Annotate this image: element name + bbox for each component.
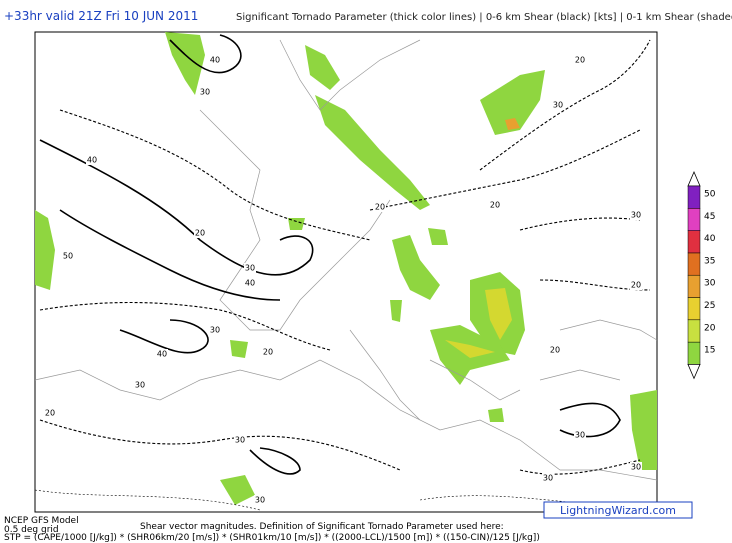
- label-bg: [542, 473, 554, 483]
- colorbar-segment: [687, 252, 701, 276]
- colorbar-segment: [687, 297, 701, 321]
- colorbar-segment: [687, 185, 701, 209]
- label-bg: [574, 430, 586, 440]
- colorbar-label: 15: [704, 346, 715, 356]
- label-bg: [574, 55, 586, 65]
- colorbar-label: 35: [704, 256, 715, 266]
- colorbar: 15 20 25 30 35 40 45 50: [687, 170, 716, 380]
- coastlines: [34, 39, 658, 481]
- contour-label: 30: [631, 463, 641, 472]
- watermark-box: [543, 501, 693, 519]
- contour-label: 20: [490, 201, 500, 210]
- colorbar-segment: [687, 230, 701, 254]
- contour-label: 30: [245, 264, 255, 273]
- label-bg: [134, 380, 146, 390]
- contour-label: 40: [210, 56, 220, 65]
- contour-label: 40: [157, 350, 167, 359]
- contour-label: 30: [575, 431, 585, 440]
- label-bg: [156, 349, 168, 359]
- label-bg: [199, 87, 211, 97]
- colorbar-segment: [687, 341, 701, 365]
- label-bg: [630, 280, 642, 290]
- colorbar-label: 30: [704, 279, 716, 289]
- label-bg: [209, 325, 221, 335]
- map: 40 30 40 50 20 30 40 30 40 30 20 20 30 30 20 20 30 20 30 20…: [34, 31, 658, 513]
- label-bg: [209, 55, 221, 65]
- shading: [35, 32, 657, 505]
- description: Significant Tornado Parameter (thick col…: [236, 12, 732, 23]
- model-name: NCEP GFS Model: [4, 516, 79, 526]
- contour-label: 30: [135, 381, 145, 390]
- contour-label: 30: [210, 326, 220, 335]
- colorbar-end: [687, 363, 701, 380]
- colorbar-segment: [687, 319, 701, 343]
- shear-contours: [34, 34, 651, 511]
- label-bg: [489, 200, 501, 210]
- formula: STP = (CAPE/1000 [J/kg]) * (SHR06km/20 […: [4, 533, 540, 543]
- colorbar-segment: [687, 208, 701, 231]
- contour-label: 30: [543, 474, 553, 483]
- label-bg: [244, 263, 256, 273]
- label-bg: [630, 462, 642, 472]
- contour-label: 20: [550, 346, 560, 355]
- colorbar-segment: [687, 274, 701, 298]
- contour-label: 40: [87, 156, 97, 165]
- label-bg: [374, 202, 386, 212]
- colorbar-label: 40: [704, 234, 716, 244]
- label-bg: [630, 210, 642, 220]
- label-bg: [44, 408, 56, 418]
- colorbar-label: 25: [704, 301, 715, 311]
- contour-label: 30: [200, 88, 210, 97]
- contour-label: 40: [245, 279, 255, 288]
- contour-label: 20: [375, 203, 385, 212]
- watermark: LightningWizard.com: [560, 504, 676, 517]
- contour-label: 20: [45, 409, 55, 418]
- contour-label: 50: [63, 252, 73, 261]
- contour-label: 20: [263, 348, 273, 357]
- contour-label: 30: [631, 211, 641, 220]
- colorbar-label: 50: [704, 190, 716, 200]
- contour-label: 20: [195, 229, 205, 238]
- colorbar-label: 45: [704, 212, 715, 222]
- label-bg: [549, 345, 561, 355]
- definition: Shear vector magnitudes. Definition of S…: [140, 522, 504, 532]
- label-bg: [254, 495, 266, 505]
- contour-label: 20: [631, 281, 641, 290]
- contour-label: 30: [235, 436, 245, 445]
- footer: NCEP GFS Model 0.5 deg grid Shear vector…: [4, 501, 693, 543]
- label-bg: [262, 347, 274, 357]
- valid-time: +33hr valid 21Z Fri 10 JUN 2011: [4, 9, 198, 23]
- colorbar-label: 20: [704, 323, 716, 333]
- label-bg: [86, 155, 98, 165]
- grid-note: 0.5 deg grid: [4, 525, 59, 535]
- contour-label: 30: [553, 101, 563, 110]
- contour-label: 20: [575, 56, 585, 65]
- label-bg: [194, 228, 206, 238]
- label-bg: [244, 278, 256, 288]
- label-bg: [62, 251, 74, 261]
- label-bg: [234, 435, 246, 445]
- contour-labels: 40 30 40 50 20 30 40 30 40 30 20 20 30 30 20 20 30 20 30 20…: [44, 55, 642, 505]
- contour-label: 30: [255, 496, 265, 505]
- label-bg: [552, 100, 564, 110]
